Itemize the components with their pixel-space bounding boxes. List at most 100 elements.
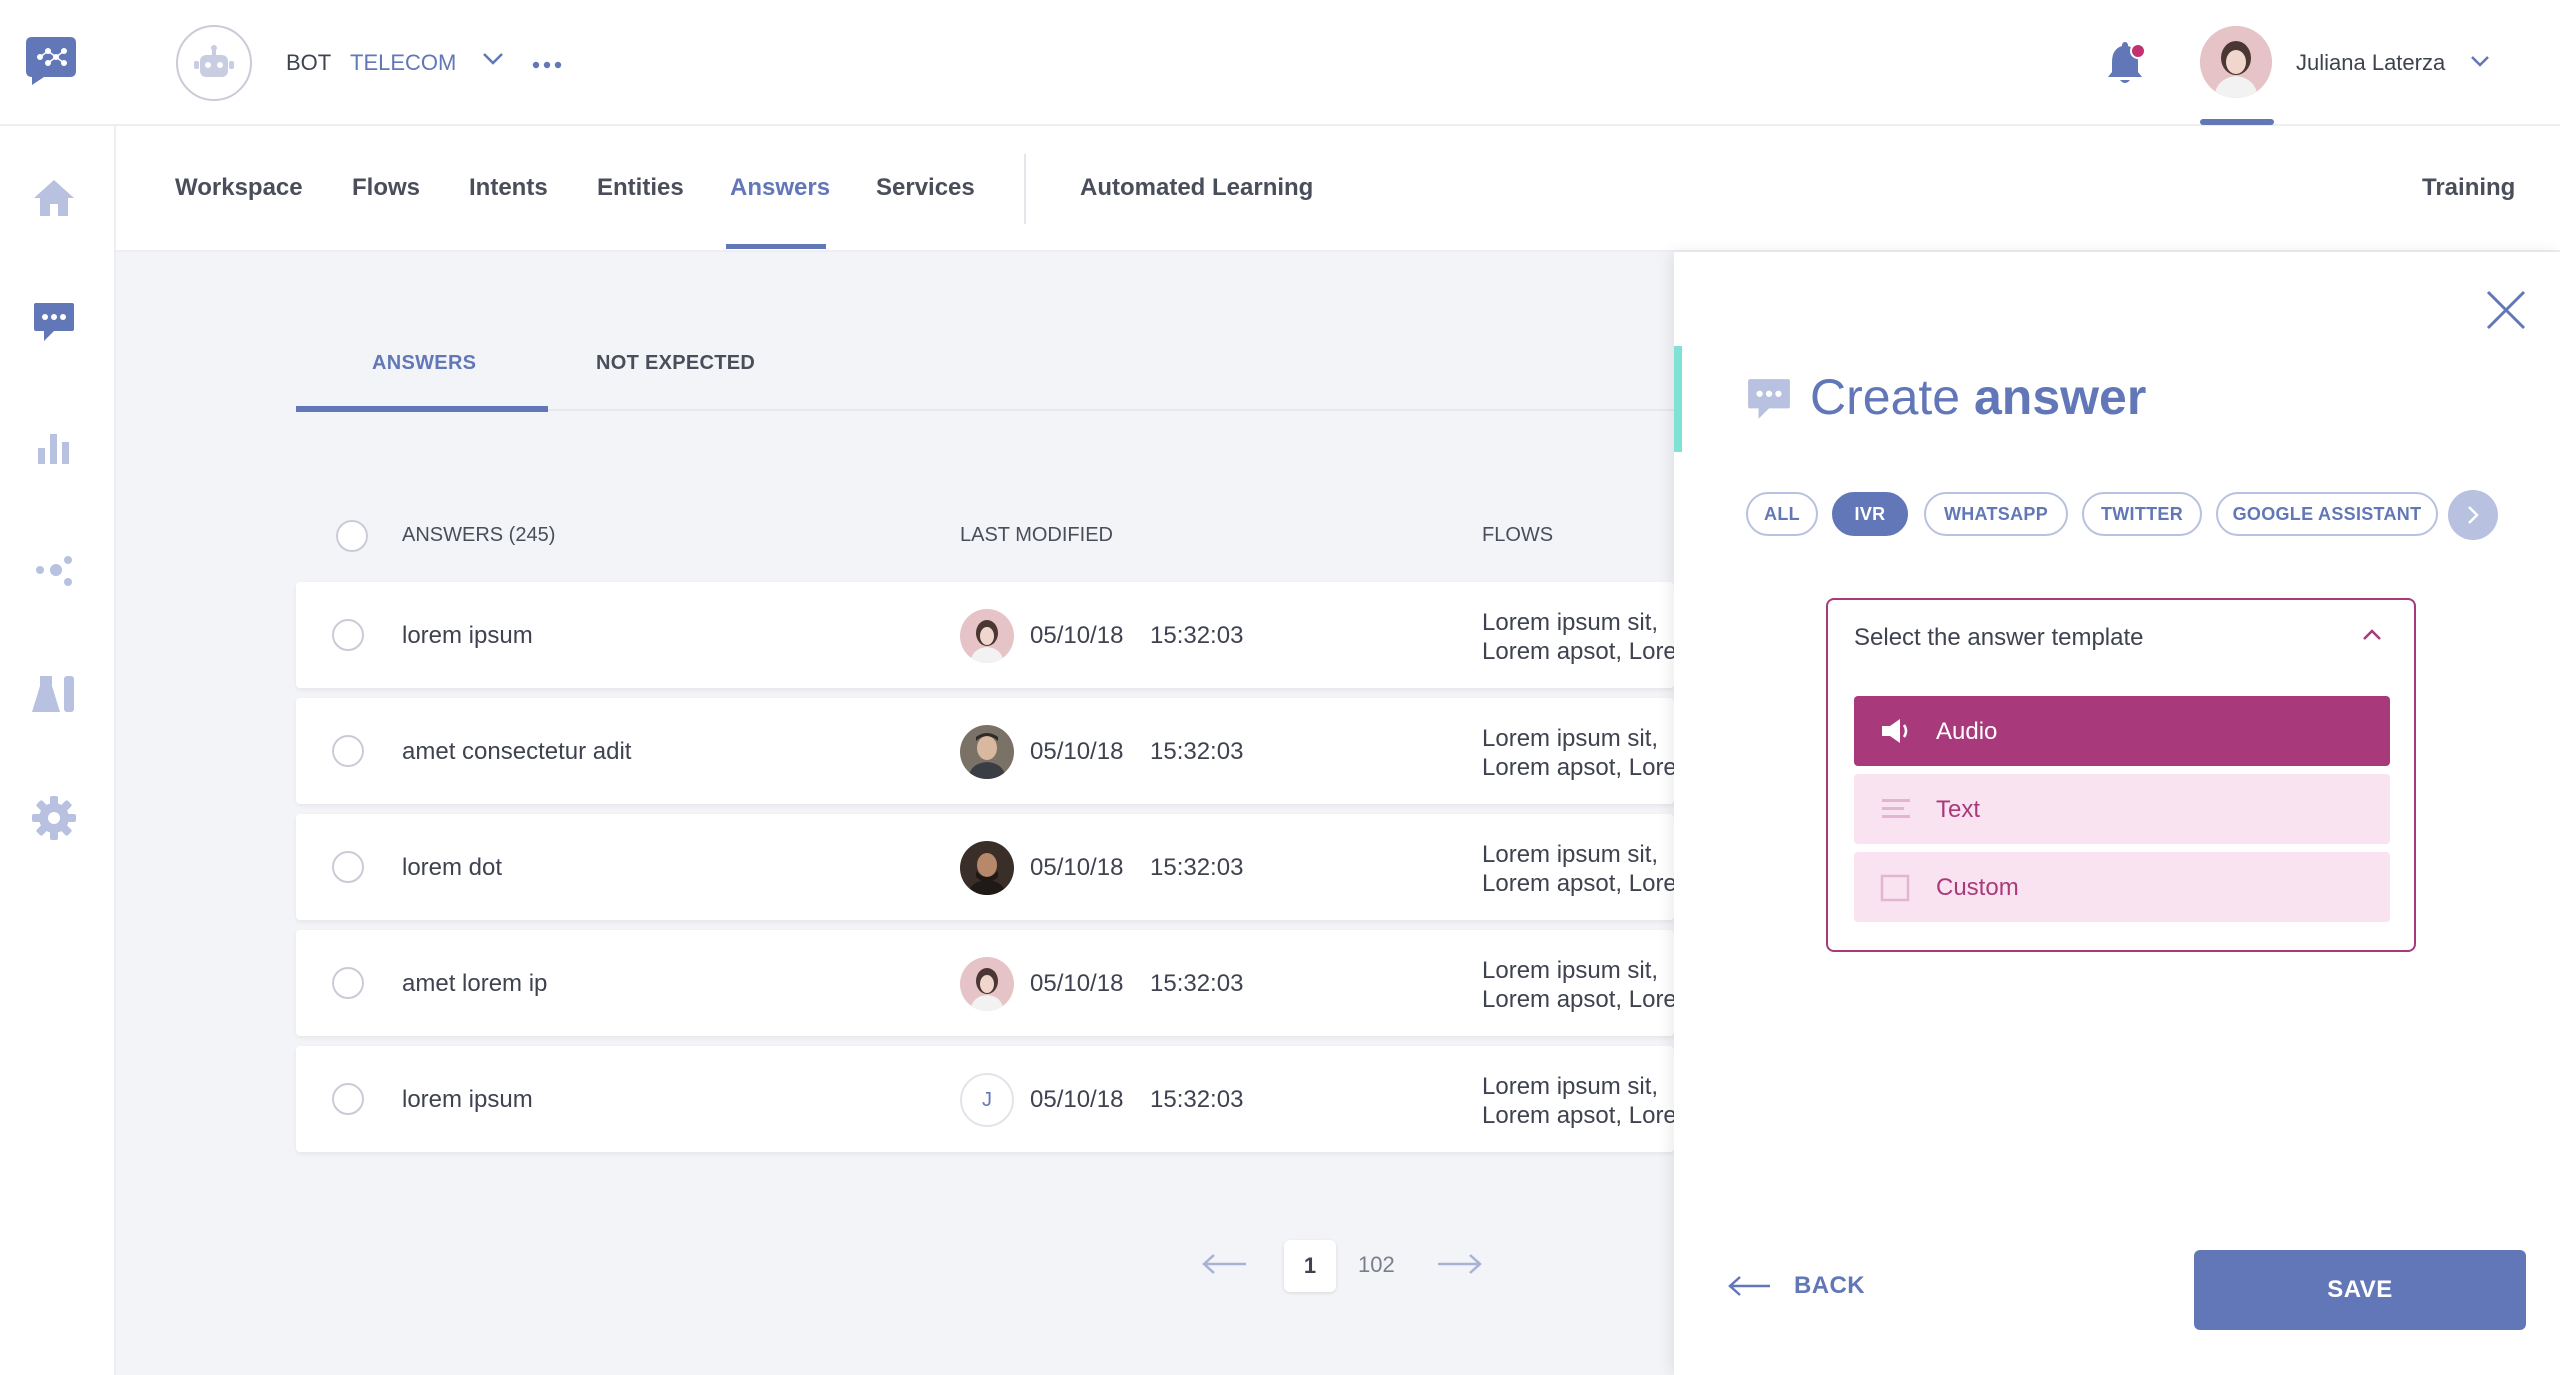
row-select-radio[interactable] xyxy=(332,851,364,883)
template-option-text[interactable]: Text xyxy=(1854,774,2390,844)
bot-avatar[interactable] xyxy=(176,25,252,101)
column-header-flows[interactable]: FLOWS xyxy=(1482,524,1554,546)
flows-line: Lorem ipsum sit, xyxy=(1482,725,1659,752)
answer-name: lorem ipsum xyxy=(402,1086,533,1113)
sidebar-item-answers[interactable] xyxy=(24,292,84,352)
sidebar-item-testing[interactable] xyxy=(24,664,84,724)
subtab-answers[interactable]: ANSWERS xyxy=(372,352,477,374)
table-row[interactable]: amet consectetur adit 05/10/18 15:32:03 … xyxy=(296,698,1674,804)
speaker-icon xyxy=(1880,718,1912,749)
option-label: Text xyxy=(1936,796,1981,823)
flows-cell: Lorem ipsum sit,Lorem apsot, Lorem xyxy=(1482,724,1674,782)
channel-chip-twitter[interactable]: TWITTER xyxy=(2082,492,2202,536)
modified-time: 15:32:03 xyxy=(1150,738,1244,765)
answer-name: lorem ipsum xyxy=(402,622,533,649)
gear-icon xyxy=(32,796,76,840)
notification-bell-icon[interactable] xyxy=(2104,40,2148,93)
modified-date: 05/10/18 xyxy=(1030,622,1124,649)
tab-workspace[interactable]: Workspace xyxy=(175,174,303,201)
user-name[interactable]: Juliana Laterza xyxy=(2296,50,2446,75)
channel-chip-google-assistant[interactable]: GOOGLE ASSISTANT xyxy=(2216,492,2438,536)
select-all-radio[interactable] xyxy=(336,520,368,552)
template-option-custom[interactable]: Custom xyxy=(1854,852,2390,922)
create-answer-panel: Create answer ALL IVR WHATSAPP TWITTER G… xyxy=(1674,252,2560,1375)
tab-answers[interactable]: Answers xyxy=(730,174,831,201)
row-select-radio[interactable] xyxy=(332,1083,364,1115)
tab-intents[interactable]: Intents xyxy=(469,174,548,201)
template-option-audio[interactable]: Audio xyxy=(1854,696,2390,766)
answer-template-dropdown[interactable]: Select the answer template Audio Text Cu… xyxy=(1826,598,2416,952)
save-button[interactable]: SAVE xyxy=(2194,1250,2526,1330)
column-header-last-modified[interactable]: LAST MODIFIED xyxy=(960,524,1113,546)
bot-name[interactable]: TELECOM xyxy=(350,50,457,75)
tab-training[interactable]: Training xyxy=(2422,174,2516,201)
table-row[interactable]: lorem dot 05/10/18 15:32:03 Lorem ipsum … xyxy=(296,814,1674,920)
tab-services[interactable]: Services xyxy=(876,174,975,201)
chevron-down-icon[interactable] xyxy=(482,52,504,71)
chat-icon xyxy=(1746,376,1792,427)
sidebar-item-settings[interactable] xyxy=(24,788,84,848)
robot-icon xyxy=(194,45,234,77)
panel-title-bold: answer xyxy=(1973,369,2147,425)
panel-accent-bar xyxy=(1674,346,1682,452)
app-logo-icon[interactable] xyxy=(24,33,78,87)
modified-date: 05/10/18 xyxy=(1030,970,1124,997)
back-button[interactable]: BACK xyxy=(1726,1272,1865,1300)
channel-chip-all[interactable]: ALL xyxy=(1746,492,1818,536)
tab-automated-learning[interactable]: Automated Learning xyxy=(1080,174,1314,201)
subtab-divider xyxy=(296,409,1674,411)
user-avatar[interactable] xyxy=(2200,26,2272,98)
table-row[interactable]: lorem ipsum J 05/10/18 15:32:03 Lorem ip… xyxy=(296,1046,1674,1152)
answer-name: amet consectetur adit xyxy=(402,738,632,765)
active-tab-indicator xyxy=(726,244,826,249)
tab-flows[interactable]: Flows xyxy=(352,174,421,201)
arrow-right-icon[interactable] xyxy=(1436,1252,1484,1281)
flows-line: Lorem ipsum sit, xyxy=(1482,957,1659,984)
more-options-icon[interactable] xyxy=(532,56,562,74)
flows-cell: Lorem ipsum sit,Lorem apsot, Lorem xyxy=(1482,840,1674,898)
avatar xyxy=(960,957,1014,1011)
text-lines-icon xyxy=(1880,796,1912,827)
row-select-radio[interactable] xyxy=(332,967,364,999)
panel-title: Create answer xyxy=(1810,368,2146,426)
subtab-not-expected[interactable]: NOT EXPECTED xyxy=(596,352,756,374)
channel-chip-ivr[interactable]: IVR xyxy=(1832,492,1908,536)
flows-line: Lorem apsot, Lorem xyxy=(1482,1102,1674,1129)
row-select-radio[interactable] xyxy=(332,735,364,767)
flows-line: Lorem ipsum sit, xyxy=(1482,1073,1659,1100)
avatar xyxy=(960,609,1014,663)
arrow-left-icon[interactable] xyxy=(1200,1252,1248,1281)
column-header-answers[interactable]: ANSWERS (245) xyxy=(402,524,556,546)
template-dropdown-label[interactable]: Select the answer template xyxy=(1854,624,2144,651)
flows-line: Lorem ipsum sit, xyxy=(1482,841,1659,868)
bot-label: BOT xyxy=(286,50,332,75)
modified-time: 15:32:03 xyxy=(1150,1086,1244,1113)
table-row[interactable]: lorem ipsum 05/10/18 15:32:03 Lorem ipsu… xyxy=(296,582,1674,688)
close-icon[interactable] xyxy=(2484,288,2528,332)
chat-icon xyxy=(34,303,74,341)
channel-chip-whatsapp[interactable]: WHATSAPP xyxy=(1924,492,2068,536)
sidebar-item-analytics[interactable] xyxy=(24,416,84,476)
table-row[interactable]: amet lorem ip 05/10/18 15:32:03 Lorem ip… xyxy=(296,930,1674,1036)
total-pages[interactable]: 102 xyxy=(1358,1252,1395,1277)
flows-line: Lorem apsot, Lorem xyxy=(1482,754,1674,781)
chevron-up-icon[interactable] xyxy=(2362,628,2382,646)
chevron-right-icon[interactable] xyxy=(2448,490,2498,540)
bar-chart-icon xyxy=(38,434,69,464)
chevron-down-icon[interactable] xyxy=(2470,54,2490,72)
modified-time: 15:32:03 xyxy=(1150,970,1244,997)
flows-line: Lorem apsot, Lorem xyxy=(1482,986,1674,1013)
tab-entities[interactable]: Entities xyxy=(597,174,684,201)
sidebar-item-home[interactable] xyxy=(24,168,84,228)
top-bar: BOT TELECOM Juliana Laterza xyxy=(0,0,2560,126)
avatar xyxy=(960,841,1014,895)
option-label: Custom xyxy=(1936,874,2019,901)
modified-time: 15:32:03 xyxy=(1150,854,1244,881)
row-select-radio[interactable] xyxy=(332,619,364,651)
sidebar-item-integrations[interactable] xyxy=(24,540,84,600)
option-label: Audio xyxy=(1936,718,1998,745)
main-nav: Workspace Flows Intents Entities Answers… xyxy=(116,126,2560,252)
modified-date: 05/10/18 xyxy=(1030,854,1124,881)
lab-flask-icon xyxy=(32,676,74,712)
current-page[interactable]: 1 xyxy=(1284,1240,1336,1292)
